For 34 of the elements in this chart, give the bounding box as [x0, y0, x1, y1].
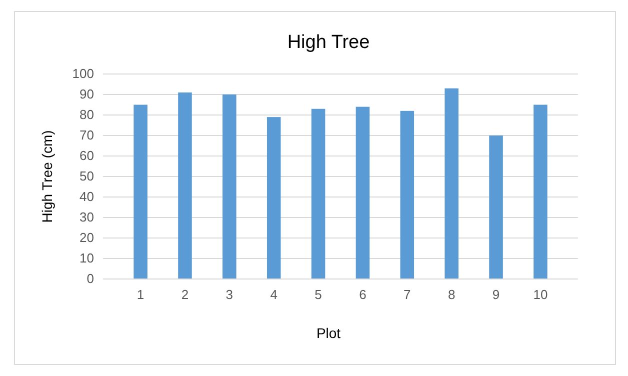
y-tick-label: 90 [80, 86, 94, 102]
x-tick-label: 4 [270, 287, 278, 302]
bar [356, 106, 370, 279]
y-tick-label: 10 [80, 250, 94, 266]
x-tick-label: 8 [448, 287, 456, 302]
y-tick-label: 0 [86, 271, 94, 286]
y-tick-label: 50 [80, 168, 94, 184]
bar [178, 92, 192, 279]
bar [489, 136, 503, 279]
y-tick-label: 70 [80, 128, 94, 143]
bar [311, 108, 326, 279]
y-axis-title: High Tree (cm) [39, 130, 55, 223]
x-tick-label: 1 [136, 287, 144, 302]
x-axis-title: Plot [316, 325, 341, 341]
y-tick-label: 30 [80, 210, 94, 225]
bar [444, 88, 458, 279]
y-tick-label: 40 [80, 189, 94, 204]
x-tick-label: 9 [492, 287, 500, 302]
bar [222, 94, 236, 279]
y-tick-label: 80 [80, 107, 94, 122]
chart-title: High Tree [287, 32, 370, 53]
x-tick-label: 6 [359, 287, 366, 302]
y-tick-label: 100 [72, 66, 94, 82]
x-tick-label: 3 [226, 287, 234, 302]
x-tick-label: 5 [314, 287, 322, 302]
bar [134, 104, 148, 279]
bar [534, 104, 548, 279]
bar [266, 117, 281, 279]
x-tick-label: 10 [533, 287, 548, 302]
y-tick-label: 60 [80, 148, 94, 164]
y-tick-label: 20 [80, 230, 94, 246]
x-tick-label: 2 [181, 287, 189, 302]
x-tick-label: 7 [404, 287, 411, 302]
bar [400, 110, 414, 279]
